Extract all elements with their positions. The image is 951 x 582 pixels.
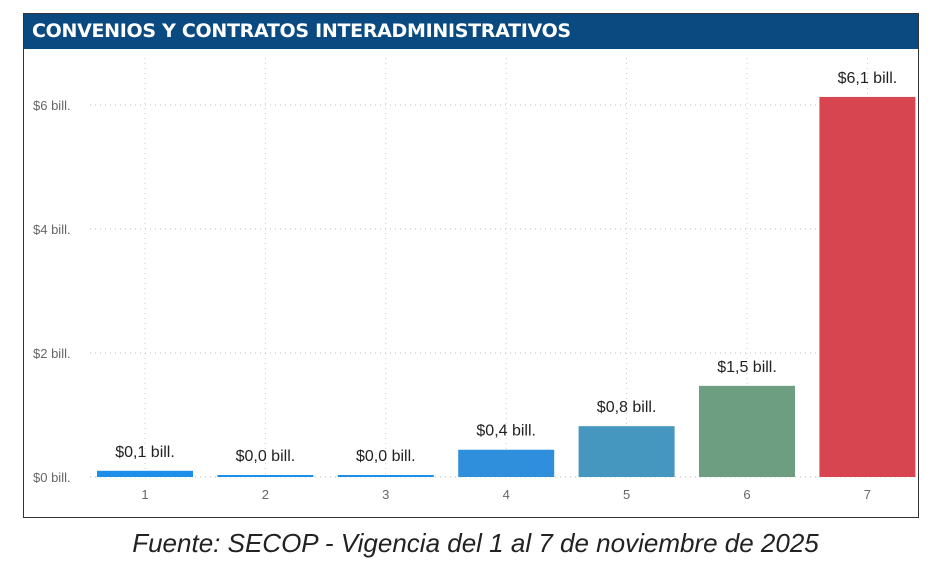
data-label: $6,1 bill. (838, 70, 898, 87)
x-tick-label: 4 (503, 487, 510, 502)
chart-title: CONVENIOS Y CONTRATOS INTERADMINISTRATIV… (24, 14, 918, 49)
y-tick-label: $6 bill. (33, 98, 71, 113)
data-label: $1,5 bill. (717, 359, 777, 376)
x-tick-label: 2 (262, 487, 269, 502)
bar (699, 385, 795, 477)
x-tick-label: 7 (864, 487, 871, 502)
bar (337, 475, 434, 477)
bar (458, 449, 555, 477)
data-label: $0,4 bill. (476, 423, 536, 440)
data-label: $0,0 bill. (356, 448, 416, 465)
data-label: $0,0 bill. (236, 448, 296, 465)
chart-frame: CONVENIOS Y CONTRATOS INTERADMINISTRATIV… (23, 13, 919, 518)
source-caption: Fuente: SECOP - Vigencia del 1 al 7 de n… (132, 528, 819, 558)
x-tick-label: 5 (623, 487, 630, 502)
data-label: $0,8 bill. (597, 399, 657, 416)
y-tick-label: $0 bill. (33, 470, 71, 485)
x-tick-label: 6 (743, 487, 750, 502)
y-tick-label: $2 bill. (33, 346, 71, 361)
bar (97, 470, 193, 477)
bar (217, 475, 314, 477)
bar (578, 426, 675, 477)
x-tick-label: 3 (382, 487, 389, 502)
y-tick-label: $4 bill. (33, 222, 71, 237)
data-label: $0,1 bill. (115, 444, 175, 461)
bar (819, 96, 916, 477)
x-tick-label: 1 (141, 487, 148, 502)
